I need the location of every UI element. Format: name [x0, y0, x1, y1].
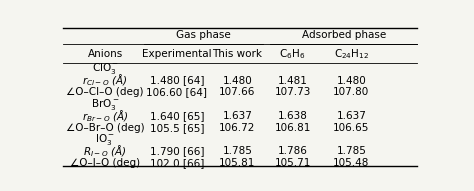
Text: BrO$_3^-$: BrO$_3^-$ [91, 97, 119, 112]
Text: 1.638: 1.638 [278, 111, 308, 121]
Text: 1.637: 1.637 [337, 111, 366, 121]
Text: 1.785: 1.785 [337, 146, 366, 156]
Text: 107.80: 107.80 [333, 87, 369, 97]
Text: 106.60 [64]: 106.60 [64] [146, 87, 207, 97]
Text: ∠O–Br–O (deg): ∠O–Br–O (deg) [66, 123, 145, 133]
Text: Experimental: Experimental [142, 49, 211, 59]
Text: $r_{\mathregular{Cl-O}}$ (Å): $r_{\mathregular{Cl-O}}$ (Å) [82, 73, 128, 88]
Text: 105.48: 105.48 [333, 158, 369, 168]
Text: C$_{24}$H$_{12}$: C$_{24}$H$_{12}$ [334, 47, 369, 61]
Text: 1.637: 1.637 [222, 111, 252, 121]
Text: 105.81: 105.81 [219, 158, 255, 168]
Text: ∠O–I–O (deg): ∠O–I–O (deg) [70, 158, 140, 168]
Text: 107.66: 107.66 [219, 87, 255, 97]
Text: 1.785: 1.785 [222, 146, 252, 156]
Text: Gas phase: Gas phase [176, 30, 231, 40]
Text: 107.73: 107.73 [274, 87, 310, 97]
Text: 105.5 [65]: 105.5 [65] [150, 123, 204, 133]
Text: 1.790 [66]: 1.790 [66] [150, 146, 204, 156]
Text: C$_6$H$_6$: C$_6$H$_6$ [279, 47, 306, 61]
Text: 106.65: 106.65 [333, 123, 369, 133]
Text: 1.480 [64]: 1.480 [64] [150, 76, 204, 86]
Text: $R_{\mathregular{I-O}}$ (Å): $R_{\mathregular{I-O}}$ (Å) [83, 143, 127, 159]
Text: 105.71: 105.71 [274, 158, 310, 168]
Text: 106.81: 106.81 [274, 123, 310, 133]
Text: 102.0 [66]: 102.0 [66] [150, 158, 204, 168]
Text: 1.480: 1.480 [222, 76, 252, 86]
Text: ClO$_3^-$: ClO$_3^-$ [91, 61, 118, 76]
Text: 1.640 [65]: 1.640 [65] [150, 111, 204, 121]
Text: 1.786: 1.786 [278, 146, 308, 156]
Text: ∠O–Cl–O (deg): ∠O–Cl–O (deg) [66, 87, 144, 97]
Text: 1.481: 1.481 [278, 76, 308, 86]
Text: 106.72: 106.72 [219, 123, 255, 133]
Text: Anions: Anions [88, 49, 123, 59]
Text: 1.480: 1.480 [337, 76, 366, 86]
Text: Adsorbed phase: Adsorbed phase [302, 30, 386, 40]
Text: $r_{\mathregular{Br-O}}$ (Å): $r_{\mathregular{Br-O}}$ (Å) [82, 108, 128, 124]
Text: IO$_3^-$: IO$_3^-$ [95, 132, 115, 147]
Text: This work: This work [212, 49, 263, 59]
